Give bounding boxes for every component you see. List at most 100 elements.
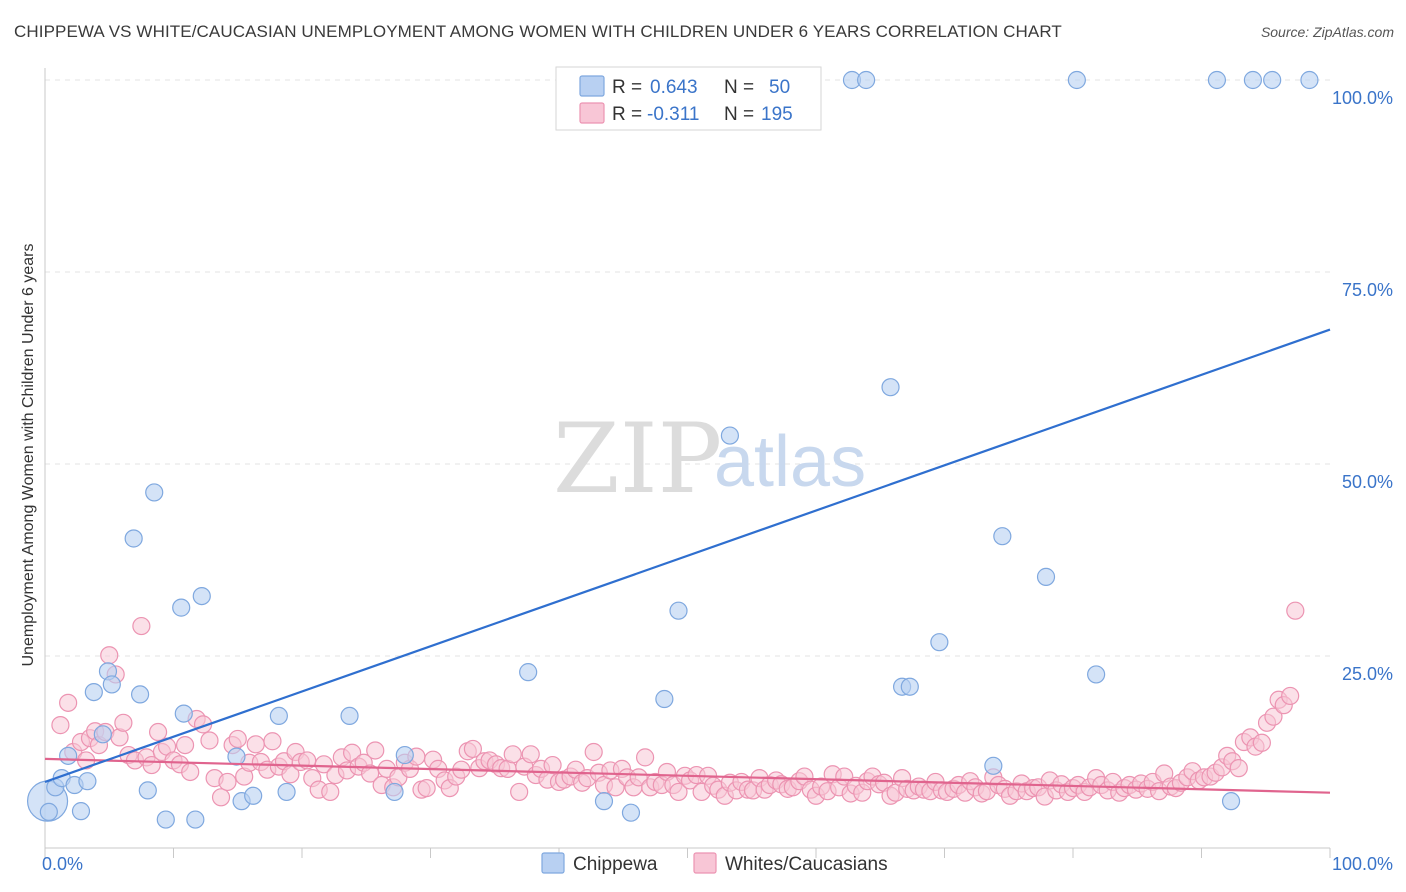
bottom-legend-chippewa-label: Chippewa xyxy=(573,854,658,875)
stats-legend: R = 0.643 N = 50 R = -0.311 N = 195 xyxy=(555,66,822,131)
chippewa-point-13 xyxy=(138,781,157,800)
chippewa-point-28 xyxy=(519,663,538,682)
white-point-24 xyxy=(181,762,200,782)
chippewa-point-6 xyxy=(78,772,97,791)
chippewa-point-24 xyxy=(277,782,296,802)
chippewa-point-26 xyxy=(385,782,404,802)
chippewa-point-43 xyxy=(1067,70,1086,90)
white-point-9 xyxy=(100,646,119,665)
chippewa-swatch xyxy=(579,75,605,97)
white-point-81 xyxy=(510,782,529,802)
white-point-38 xyxy=(263,732,282,751)
white-point-47 xyxy=(314,755,333,774)
white-point-15 xyxy=(132,616,151,636)
bottom-legend: Chippewa Whites/Caucasians xyxy=(541,852,888,875)
chippewa-point-27 xyxy=(395,745,414,765)
chippewa-point-48 xyxy=(1263,70,1282,90)
chippewa-point-41 xyxy=(993,527,1012,546)
chippewa-points xyxy=(26,70,1319,829)
white-point-35 xyxy=(246,735,265,754)
white-point-217 xyxy=(1286,601,1305,620)
white-point-0 xyxy=(51,716,70,735)
chippewa-point-20 xyxy=(227,747,246,766)
chippewa-point-23 xyxy=(269,706,288,726)
legend-n-value-chippewa: 50 xyxy=(769,77,790,98)
white-point-32 xyxy=(228,729,247,749)
chippewa-point-47 xyxy=(1243,70,1263,90)
chippewa-point-8 xyxy=(93,725,112,744)
chippewa-point-18 xyxy=(186,810,205,829)
white-point-27 xyxy=(200,731,219,750)
legend-r-value-white: -0.311 xyxy=(647,104,699,125)
bottom-legend-white-label: Whites/Caucasians xyxy=(725,854,888,875)
chippewa-point-36 xyxy=(881,378,900,397)
white-point-30 xyxy=(218,772,237,792)
chippewa-point-32 xyxy=(669,601,688,620)
chippewa-point-38 xyxy=(900,677,919,696)
trend-lines xyxy=(44,328,1331,794)
watermark-zip: ZIP xyxy=(553,403,722,515)
white-point-207 xyxy=(1229,759,1248,778)
chippewa-point-49 xyxy=(1300,70,1319,90)
chippewa-point-22 xyxy=(244,786,263,805)
chippewa-point-5 xyxy=(71,802,91,821)
white-point-103 xyxy=(635,748,655,767)
chippewa-point-14 xyxy=(145,483,164,502)
chippewa-point-40 xyxy=(984,756,1003,775)
chippewa-point-39 xyxy=(930,633,949,652)
white-point-109 xyxy=(669,782,688,802)
chippewa-point-25 xyxy=(340,706,359,726)
chippewa-point-15 xyxy=(156,810,175,829)
white-point-55 xyxy=(361,764,380,783)
white-point-211 xyxy=(1252,733,1271,752)
chippewa-point-3 xyxy=(59,746,78,765)
white-point-12 xyxy=(114,713,133,732)
white-point-48 xyxy=(321,782,340,802)
white-point-213 xyxy=(1264,707,1283,726)
chippewa-point-11 xyxy=(124,529,143,548)
chippewa-point-31 xyxy=(655,689,674,709)
white-point-102 xyxy=(629,768,648,787)
white-point-1 xyxy=(59,693,78,712)
white-point-216 xyxy=(1281,686,1300,706)
white-point-80 xyxy=(503,745,522,764)
x-tick-label-1: 100.0% xyxy=(1332,854,1393,874)
chippewa-point-16 xyxy=(172,598,191,617)
bottom-legend-chippewa-swatch xyxy=(541,852,565,874)
white-point-56 xyxy=(366,741,385,760)
legend-r-label-white: R = xyxy=(612,104,642,125)
white-point-87 xyxy=(543,755,562,775)
chippewa-point-12 xyxy=(130,685,150,704)
bottom-legend-white-swatch xyxy=(693,852,717,874)
tick-labels: 25.0% 50.0% 75.0% 100.0% 0.0% 100.0% xyxy=(42,88,1393,874)
chippewa-point-35 xyxy=(857,70,876,90)
grid-lines xyxy=(45,79,1330,657)
white-point-73 xyxy=(463,739,483,759)
watermark: ZIP atlas xyxy=(553,403,866,515)
chippewa-point-44 xyxy=(1087,665,1106,684)
white-point-94 xyxy=(584,742,603,762)
y-tick-label-2: 75.0% xyxy=(1342,280,1393,300)
chippewa-point-45 xyxy=(1207,70,1227,90)
white-point-23 xyxy=(175,735,195,755)
white-point-18 xyxy=(148,722,168,742)
y-tick-label-1: 50.0% xyxy=(1342,472,1393,492)
white-point-65 xyxy=(417,778,436,798)
legend-n-label-white: N = xyxy=(724,104,754,125)
legend-r-label-chippewa: R = xyxy=(612,77,642,98)
watermark-atlas: atlas xyxy=(714,422,866,502)
chart-title: CHIPPEWA VS WHITE/CAUCASIAN UNEMPLOYMENT… xyxy=(14,22,1062,41)
chippewa-point-42 xyxy=(1036,567,1056,586)
y-tick-label-3: 100.0% xyxy=(1332,88,1393,108)
chippewa-point-29 xyxy=(594,792,614,811)
chippewa-point-19 xyxy=(192,586,211,606)
chippewa-point-17 xyxy=(174,704,193,723)
y-tick-label-0: 25.0% xyxy=(1342,664,1393,684)
legend-n-value-white: 195 xyxy=(761,104,793,125)
x-tick-label-0: 0.0% xyxy=(42,854,83,874)
chippewa-trend-line xyxy=(44,328,1331,783)
white-trend-line xyxy=(44,757,1331,794)
source-credit: Source: ZipAtlas.com xyxy=(1260,24,1394,40)
chippewa-point-10 xyxy=(102,675,121,694)
